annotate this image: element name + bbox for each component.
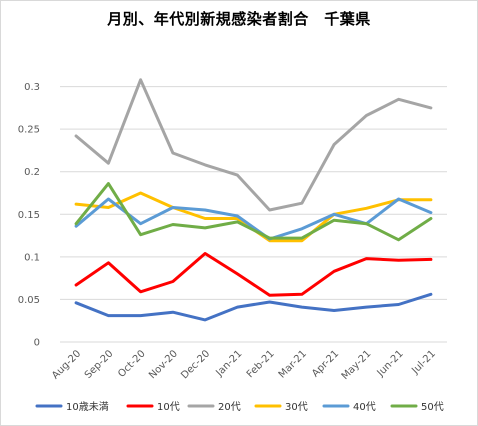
x-tick-label: Oct-20 xyxy=(116,348,148,380)
series-line-1 xyxy=(74,252,433,297)
legend-label: 30代 xyxy=(285,401,308,413)
x-tick-label: Jul-21 xyxy=(409,348,438,377)
legend-label: 20代 xyxy=(218,401,241,413)
x-tick-label: Sep-20 xyxy=(83,348,116,381)
y-tick-label: 0.25 xyxy=(18,125,40,136)
legend: 10歳未満 10代 20代 30代 40代 50代 xyxy=(35,401,444,413)
y-tick-label: 0.15 xyxy=(18,210,40,221)
chart-title: 月別、年代別新規感染者割合 千葉県 xyxy=(107,10,371,28)
gridlines xyxy=(60,86,447,343)
legend-label: 50代 xyxy=(421,401,444,413)
series-line-4 xyxy=(74,197,433,241)
y-axis-ticks: 0 0.05 0.1 0.15 0.2 0.25 0.3 xyxy=(18,82,40,348)
x-tick-label: Aug-20 xyxy=(50,348,83,381)
series-lines xyxy=(74,78,433,322)
y-tick-label: 0.3 xyxy=(24,82,40,93)
x-tick-label: Apr-21 xyxy=(310,348,341,379)
legend-label: 10代 xyxy=(157,401,180,413)
x-tick-label: Jun-21 xyxy=(375,348,406,379)
series-line-0 xyxy=(74,292,433,322)
y-tick-label: 0.2 xyxy=(24,167,40,178)
x-tick-label: Dec-20 xyxy=(179,348,212,381)
series-line-2 xyxy=(74,78,433,212)
series-line-5 xyxy=(74,182,433,242)
y-tick-label: 0 xyxy=(34,338,40,349)
x-tick-label: Mar-21 xyxy=(277,348,309,380)
x-tick-label: Feb-21 xyxy=(245,348,277,380)
y-tick-label: 0.05 xyxy=(18,295,40,306)
legend-label: 10歳未満 xyxy=(66,401,109,413)
x-tick-label: Jan-21 xyxy=(214,348,245,379)
x-axis-ticks: Aug-20 Sep-20 Oct-20 Nov-20 Dec-20 Jan-21 Feb-… xyxy=(50,348,438,382)
legend-label: 40代 xyxy=(353,401,376,413)
x-tick-label: May-21 xyxy=(340,348,374,382)
x-tick-label: Nov-20 xyxy=(147,348,180,381)
y-tick-label: 0.1 xyxy=(24,252,40,263)
